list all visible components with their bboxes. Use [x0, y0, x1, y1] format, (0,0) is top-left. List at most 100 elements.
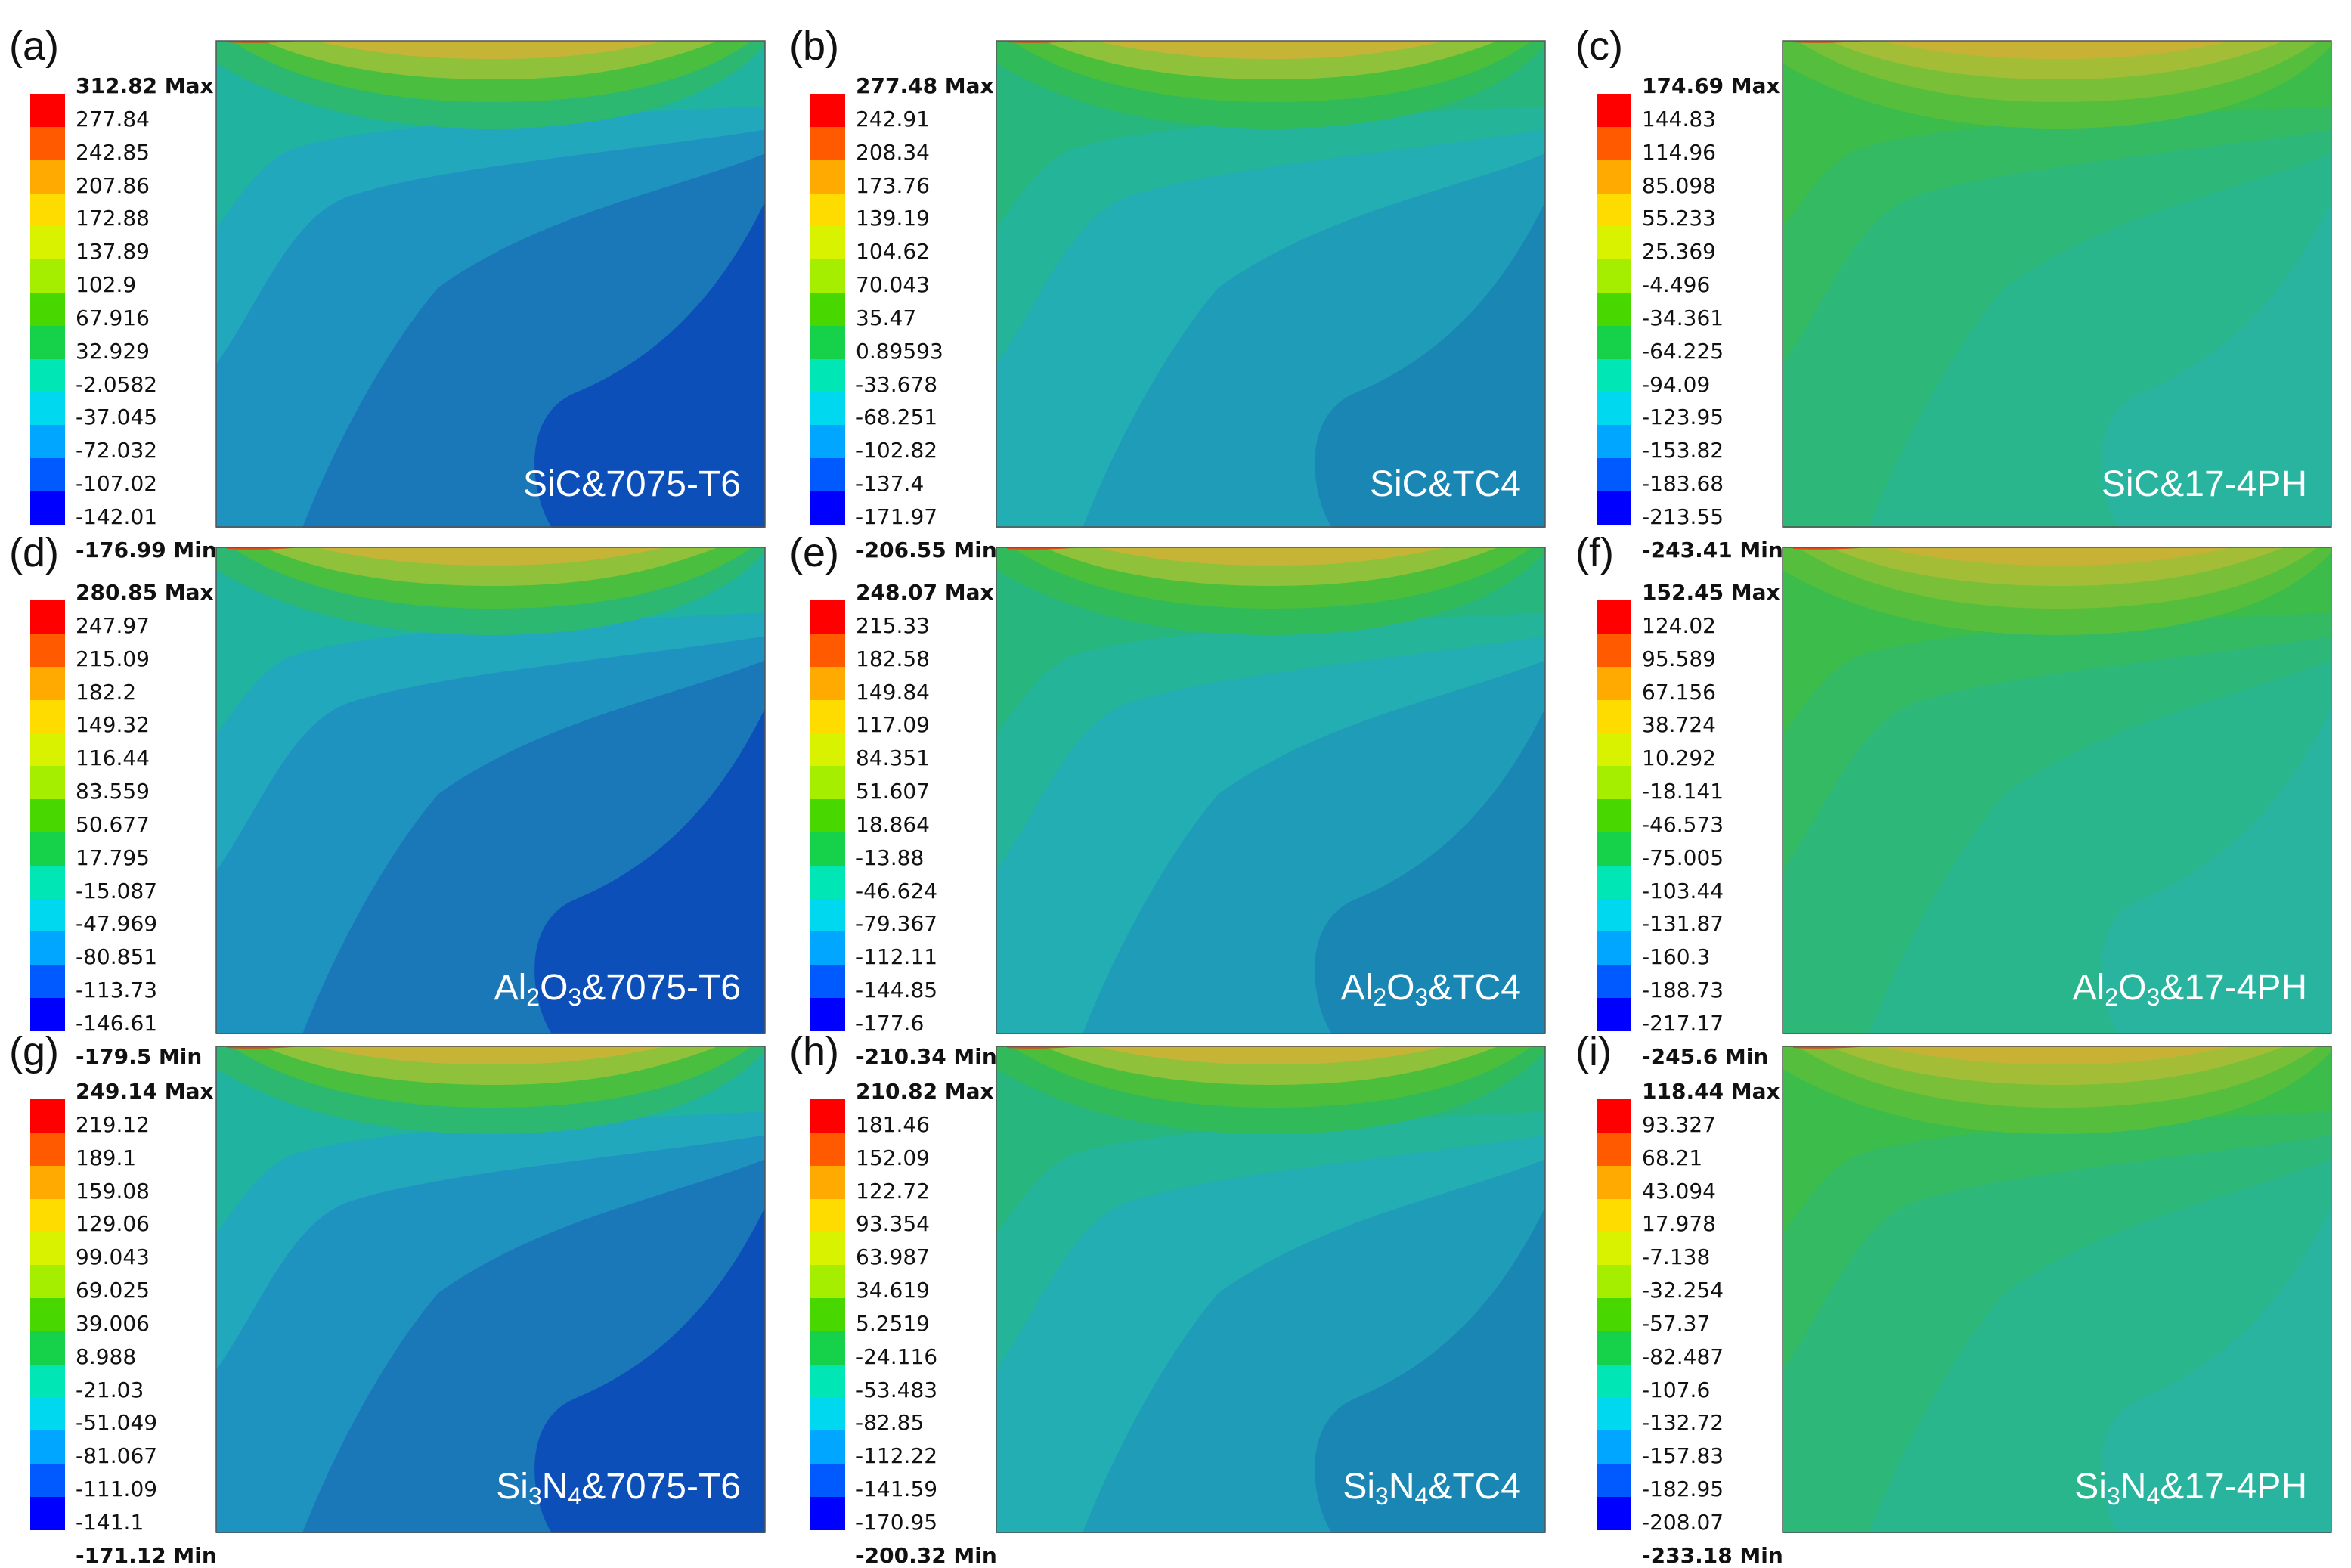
legend-swatch [30, 491, 65, 525]
legend-swatch [810, 1132, 845, 1166]
legend-min-label: -171.12 Min [76, 1542, 217, 1568]
contour-panel: (g) 249.14 Max 219.12 189.1 159.08 129.06 99.0… [0, 1028, 779, 1566]
panel-label: (d) [9, 530, 59, 575]
legend-swatch [1597, 998, 1631, 1031]
contour-plot [215, 40, 766, 528]
legend-tick-label: 242.91 [856, 106, 930, 132]
legend-swatch [30, 600, 65, 634]
legend-swatch [30, 865, 65, 899]
legend-tick-label: 182.2 [76, 679, 137, 705]
legend-tick-label: -15.087 [76, 878, 158, 903]
legend-tick-label: -188.73 [1642, 978, 1724, 1003]
legend-swatch [1597, 865, 1631, 899]
legend-swatch [30, 1364, 65, 1398]
legend-swatch [810, 1464, 845, 1498]
legend-tick-label: 172.88 [76, 206, 150, 231]
legend-swatch [1597, 1364, 1631, 1398]
legend-swatch [30, 293, 65, 326]
plot-frame [1782, 40, 2332, 528]
legend-tick-label: 95.589 [1642, 646, 1716, 671]
legend-tick-label: 247.97 [76, 612, 150, 638]
legend-swatch [810, 1265, 845, 1299]
legend-swatch [30, 766, 65, 800]
legend-swatch [1597, 965, 1631, 999]
legend-swatch [30, 733, 65, 767]
legend-tick-label: 139.19 [856, 206, 930, 231]
material-caption: SiC&17-4PH [2101, 464, 2307, 504]
legend-swatch [30, 94, 65, 127]
legend-max-label: 210.82 Max [856, 1079, 994, 1104]
legend-min-label: -210.34 Min [856, 1043, 997, 1069]
legend-tick-label: -144.85 [856, 978, 938, 1003]
legend-tick-label: -46.624 [856, 878, 938, 903]
contour-panel: (b) 277.48 Max 242.91 208.34 173.76 139.19 104… [780, 23, 1559, 560]
legend-tick-label: 8.988 [76, 1343, 137, 1369]
legend-swatch [810, 1198, 845, 1232]
legend-tick-label: 50.677 [76, 811, 150, 837]
contour-band [227, 1046, 317, 1049]
legend-tick-label: -177.6 [856, 1011, 925, 1036]
legend-tick-label: 34.619 [856, 1278, 930, 1303]
legend-tick-label: 25.369 [1642, 239, 1716, 265]
legend-tick-label: -79.367 [856, 911, 938, 937]
legend-swatch [30, 1331, 65, 1365]
legend-tick-label: 17.795 [76, 844, 150, 870]
legend-swatch [1597, 458, 1631, 492]
legend-swatch [810, 193, 845, 227]
panel-label: (a) [9, 23, 59, 69]
legend-swatch [30, 1132, 65, 1166]
contour-panel: (f) 152.45 Max 124.02 95.589 67.156 38.724 10.… [1566, 529, 2345, 1067]
legend-tick-label: 277.84 [76, 106, 150, 132]
legend-tick-label: 189.1 [76, 1145, 137, 1170]
legend-swatch [1597, 392, 1631, 426]
legend-swatch [30, 1298, 65, 1331]
color-legend-bar [30, 1099, 65, 1530]
contour-plot-area: Si3N4&7075-T6 [212, 1043, 771, 1533]
legend-swatch [1597, 699, 1631, 733]
legend-swatch [1597, 94, 1631, 127]
legend-swatch [1597, 293, 1631, 326]
legend-tick-label: -21.03 [76, 1377, 144, 1402]
material-caption: SiC&TC4 [1369, 464, 1521, 504]
panel-label: (c) [1575, 23, 1623, 69]
legend-tick-label: -208.07 [1642, 1510, 1724, 1535]
legend-swatch [1597, 1497, 1631, 1530]
legend-min-label: -243.41 Min [1642, 537, 1783, 562]
contour-band [1007, 547, 1098, 550]
legend-swatch [810, 633, 845, 667]
legend-swatch [1597, 160, 1631, 194]
contour-band [1007, 1046, 1098, 1049]
legend-swatch [1597, 931, 1631, 965]
legend-swatch [1597, 1464, 1631, 1498]
legend-max-label: 118.44 Max [1642, 1079, 1780, 1104]
legend-tick-label: -57.37 [1642, 1310, 1711, 1336]
contour-band [1083, 41, 1460, 59]
legend-swatch [810, 126, 845, 160]
panel-label: (h) [789, 1029, 839, 1074]
legend-swatch [1597, 193, 1631, 227]
contour-band [1083, 547, 1460, 566]
legend-swatch [30, 998, 65, 1031]
material-caption: Si3N4&7075-T6 [496, 1467, 741, 1510]
legend-tick-label: -24.116 [856, 1343, 938, 1369]
legend-min-label: -233.18 Min [1642, 1542, 1783, 1568]
panel-label: (g) [9, 1029, 59, 1074]
legend-swatch [30, 392, 65, 426]
legend-max-label: 174.69 Max [1642, 73, 1780, 98]
contour-panel: (c) 174.69 Max 144.83 114.96 85.098 55.233 25.… [1566, 23, 2345, 560]
legend-swatch [1597, 425, 1631, 459]
legend-tick-label: 114.96 [1642, 139, 1716, 165]
legend-swatch [1597, 832, 1631, 866]
color-legend-bar [30, 94, 65, 525]
legend-tick-label: 93.354 [856, 1211, 930, 1237]
contour-plot [1782, 547, 2332, 1034]
legend-swatch [30, 458, 65, 492]
legend-tick-label: 68.21 [1642, 1145, 1703, 1170]
legend-tick-label: 35.47 [856, 305, 917, 330]
legend-swatch [1597, 226, 1631, 260]
legend-tick-label: 93.327 [1642, 1111, 1716, 1137]
legend-min-label: -176.99 Min [76, 537, 217, 562]
legend-tick-label: -111.09 [76, 1477, 158, 1502]
legend-swatch [30, 193, 65, 227]
contour-panel: (e) 248.07 Max 215.33 182.58 149.84 117.09 84.… [780, 529, 1559, 1067]
